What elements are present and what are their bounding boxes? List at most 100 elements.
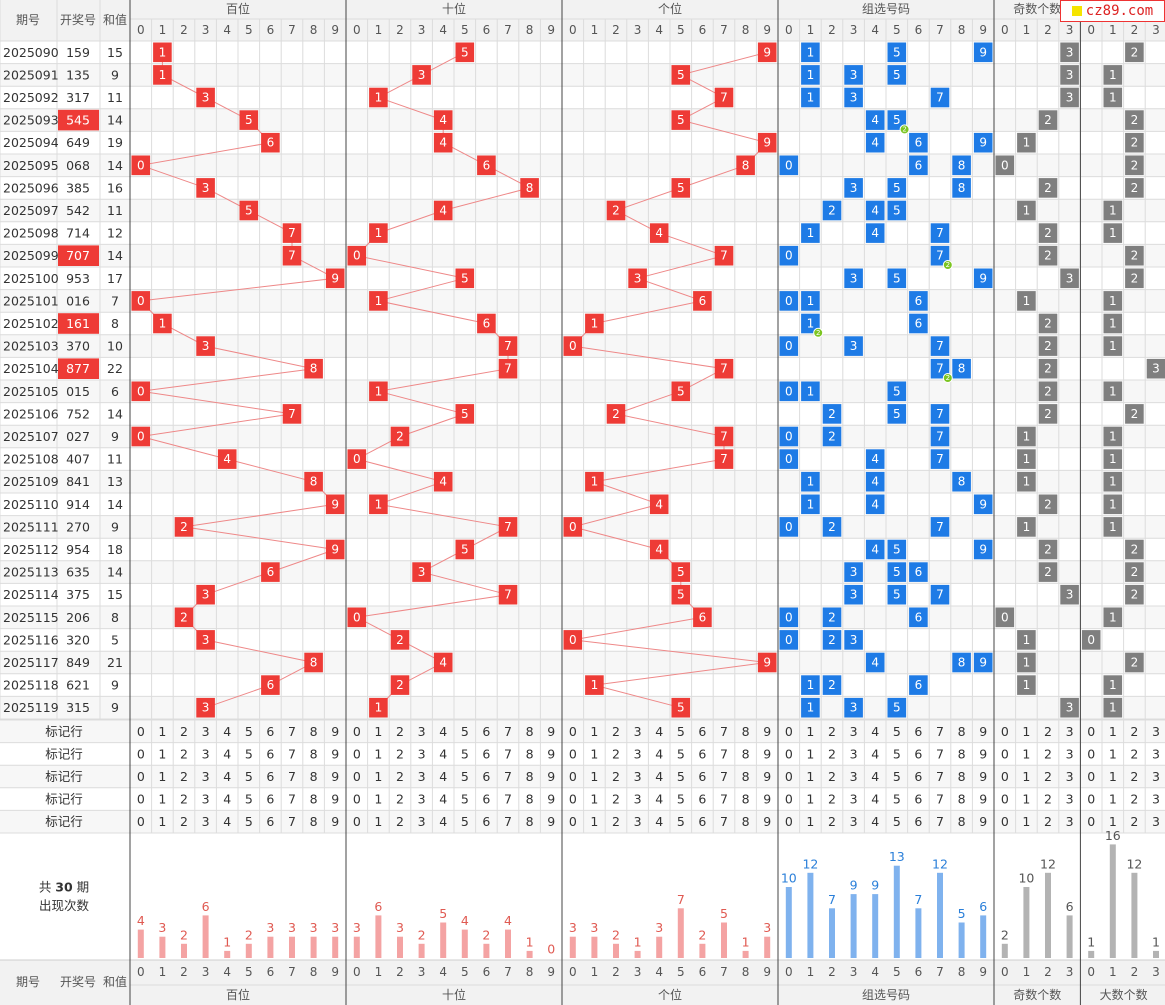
group-ball-label: 3 [850,588,858,602]
row-sum: 9 [111,700,119,715]
count-bar [137,929,144,958]
group-ball-label: 0 [785,158,793,172]
group-ball-label: 7 [936,226,944,240]
row-period: 2025095 [3,158,59,173]
row-period: 2025092 [3,90,59,105]
mark-row-digit: 7 [288,724,296,739]
mark-row-digit: 2 [828,814,836,829]
mark-row-digit: 3 [1152,746,1160,761]
position-ball-label: 0 [569,339,577,353]
position-ball-label: 5 [461,271,469,285]
position-ball [433,652,453,673]
group-ball [801,42,820,63]
position-ball-label: 1 [591,317,599,331]
header-digit: 1 [159,23,167,37]
count-bar [375,915,382,958]
mark-row-digit: 7 [936,769,944,784]
row-number: 714 [66,226,90,241]
count-bar-label: 12 [1040,856,1056,871]
group-ball-label: 5 [893,113,901,127]
mark-row-digit: 0 [1087,746,1095,761]
mark-row-digit: 7 [288,769,296,784]
mark-row-digit: 4 [655,724,663,739]
row-sum: 14 [107,113,123,128]
odd-count-ball [1017,675,1036,695]
header-digit: 8 [958,23,966,37]
count-bar [613,943,619,958]
big-count-ball-label: 1 [1109,430,1117,444]
count-bar [1153,950,1159,958]
row-number: 752 [66,406,90,421]
footer-digit: 6 [267,965,275,979]
group-ball-label: 5 [893,543,901,557]
mark-row-digit: 0 [785,746,793,761]
mark-row-stripe [0,765,1165,788]
footer-digit: 1 [1109,965,1117,979]
header-digit: 6 [915,23,923,37]
footer-digit: 0 [353,965,361,979]
big-count-ball-label: 2 [1131,588,1139,602]
mark-row-digit: 0 [1001,792,1009,807]
position-ball-label: 5 [677,701,685,715]
group-ball [822,630,842,650]
big-count-ball [1103,291,1123,311]
mark-row-digit: 8 [742,792,750,807]
group-ball [952,358,971,379]
big-count-ball-label: 1 [1109,701,1117,715]
position-ball-label: 0 [137,384,145,398]
odd-count-ball-label: 1 [1023,656,1031,670]
group-ball [779,449,799,469]
header-group-label: 个位 [658,1,682,16]
row-sum: 8 [111,316,119,331]
mark-row-digit: 9 [763,746,771,761]
logo-text: cz89.com [1085,3,1154,19]
group-ball [822,404,842,424]
mark-row-digit: 4 [871,724,879,739]
position-ball-label: 1 [375,384,383,398]
big-count-ball [1125,132,1144,153]
mark-row-digit: 8 [526,724,534,739]
mark-row-digit: 2 [1130,769,1138,784]
mark-row-digit: 8 [526,814,534,829]
odd-count-ball [1038,245,1058,266]
header-digit: 8 [526,23,534,37]
group-ball [865,200,885,221]
row-sum: 9 [111,429,119,444]
row-number-highlight [58,358,99,379]
row-period: 2025114 [3,587,59,602]
mark-row-digit: 3 [418,792,426,807]
mark-row-digit: 1 [806,792,814,807]
count-bar [1066,915,1073,958]
big-count-ball [1146,358,1165,379]
big-count-ball [1103,200,1123,221]
mark-row-digit: 2 [1044,792,1052,807]
count-bar-label: 0 [547,942,555,957]
mark-row-digit: 6 [698,769,706,784]
count-bar [202,915,209,958]
row-stripe [0,199,1165,222]
count-bar [505,929,511,958]
mark-row-digit: 2 [1044,724,1052,739]
group-ball [865,449,885,469]
header-digit: 4 [223,23,231,37]
count-bar [332,936,339,958]
count-bar [591,936,598,958]
group-ball-label: 7 [936,452,944,466]
mark-row-digit: 5 [677,746,685,761]
count-bar [289,936,295,958]
odd-count-ball-label: 1 [1023,430,1031,444]
row-sum: 22 [107,361,123,376]
position-ball [693,291,712,311]
count-bar [397,936,403,958]
mark-row-digit: 2 [1130,792,1138,807]
position-ball [498,517,518,537]
position-ball-label: 4 [655,497,663,511]
mark-row-digit: 6 [482,814,490,829]
row-period: 2025113 [3,565,59,580]
mark-row-digit: 0 [137,792,145,807]
row-number: 135 [66,67,90,82]
position-ball [369,223,388,243]
odd-count-ball-label: 1 [1023,136,1031,150]
count-bar [418,943,425,958]
count-bar-label: 10 [1018,871,1034,886]
